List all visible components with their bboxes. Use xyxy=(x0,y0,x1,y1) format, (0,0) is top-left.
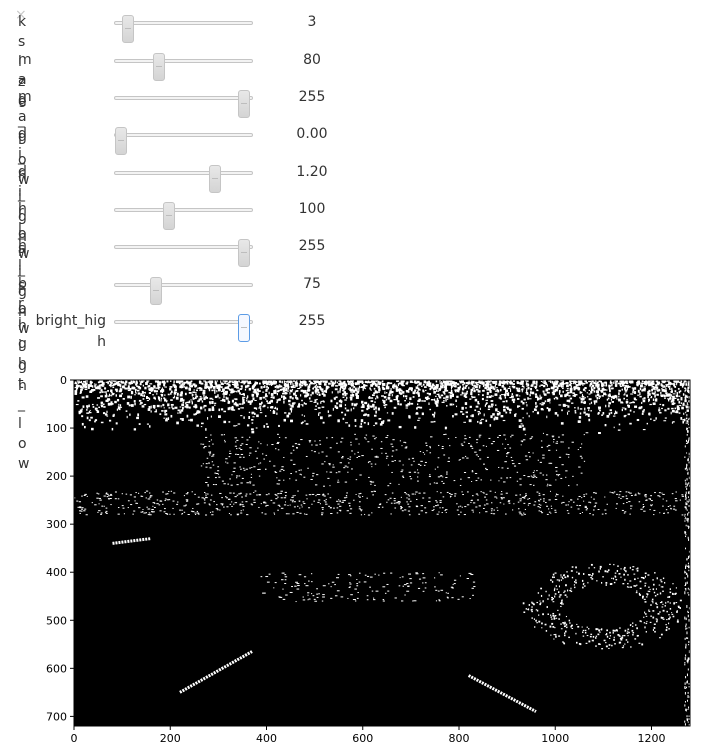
x-tick-label: 200 xyxy=(160,732,181,745)
slider-row-dir-high: dir_high 1.20 xyxy=(0,162,340,320)
hls-high-slider[interactable] xyxy=(114,239,253,267)
slider-handle[interactable] xyxy=(153,53,166,81)
road-edges xyxy=(260,572,476,603)
hls-low-slider[interactable] xyxy=(114,202,253,230)
y-tick-label: 0 xyxy=(60,374,67,387)
x-tick-label: 1000 xyxy=(541,732,569,745)
slider-value: 75 xyxy=(303,276,321,292)
output-plot: 0 200 400 600 800 1000 1200 0 100 200 300 400 500 600… xyxy=(0,365,718,756)
x-tick-label: 1200 xyxy=(638,732,666,745)
mag-high-slider[interactable] xyxy=(114,90,253,118)
x-tick-label: 400 xyxy=(256,732,277,745)
y-tick-label: 700 xyxy=(46,710,67,723)
y-tick-label: 100 xyxy=(46,422,67,435)
slider-handle[interactable] xyxy=(238,90,251,118)
dir-high-slider[interactable] xyxy=(114,165,253,193)
slider-row-dir-low: dir_low 0.00 xyxy=(0,124,340,262)
right-border-edges xyxy=(684,384,691,728)
slider-row-hls-low: hls_low 100 xyxy=(0,199,340,337)
horizon-edges xyxy=(74,490,687,516)
bright-low-slider[interactable] xyxy=(114,277,253,305)
x-tick-label: 800 xyxy=(449,732,470,745)
slider-handle[interactable] xyxy=(238,314,251,342)
mag-low-slider[interactable] xyxy=(114,53,253,81)
y-tick-label: 300 xyxy=(46,518,67,531)
dir-low-slider[interactable] xyxy=(114,127,253,155)
slider-value: 255 xyxy=(298,313,326,329)
slider-row-bright-low: bright_low 75 xyxy=(0,274,340,472)
y-tick-label: 200 xyxy=(46,470,67,483)
slider-value: 100 xyxy=(298,201,326,217)
x-tick-label: 0 xyxy=(71,732,78,745)
x-tick-label: 600 xyxy=(352,732,373,745)
sky-noise xyxy=(74,380,692,435)
y-tick-label: 500 xyxy=(46,614,67,627)
image-background xyxy=(74,380,690,726)
slider-row-bright-high: bright_high 255 xyxy=(0,311,340,356)
binary-image xyxy=(74,380,692,728)
slider-value: 255 xyxy=(298,89,326,105)
ksize-slider[interactable] xyxy=(114,15,253,43)
close-icon[interactable]: × xyxy=(15,7,27,23)
slider-handle[interactable] xyxy=(150,277,163,305)
y-tick-label: 400 xyxy=(46,566,67,579)
slider-handle[interactable] xyxy=(209,165,222,193)
slider-value: 3 xyxy=(307,14,317,30)
car-edges xyxy=(522,563,682,650)
slider-handle[interactable] xyxy=(121,15,134,43)
slider-handle[interactable] xyxy=(162,202,175,230)
plot-frame xyxy=(73,379,691,727)
binary-image-plot: 0 200 400 600 800 1000 1200 0 100 200 300 400 500 600… xyxy=(46,374,692,745)
treeline-edges xyxy=(200,432,586,487)
slider-handle[interactable] xyxy=(238,239,251,267)
slider-value: 1.20 xyxy=(296,164,328,180)
bright-high-slider[interactable] xyxy=(114,314,253,342)
axis-ticks: 0 200 400 600 800 1000 1200 0 100 200 300 400 500 600… xyxy=(46,374,666,745)
slider-row-ksize: ksize 3 xyxy=(0,12,340,110)
y-tick-label: 600 xyxy=(46,662,67,675)
slider-value: 255 xyxy=(298,238,326,254)
left-lane-far xyxy=(112,537,152,545)
slider-row-hls-high: hls_high 255 xyxy=(0,236,340,394)
slider-label: bright_high xyxy=(35,313,106,350)
left-lane-marking xyxy=(179,650,253,694)
slider-value: 0.00 xyxy=(296,126,328,142)
right-lane-marking xyxy=(467,674,537,713)
slider-value: 80 xyxy=(303,52,321,68)
slider-handle[interactable] xyxy=(114,127,127,155)
slider-row-mag-high: mag_high 255 xyxy=(0,87,340,245)
slider-row-mag-low: mag_low 80 xyxy=(0,50,340,188)
